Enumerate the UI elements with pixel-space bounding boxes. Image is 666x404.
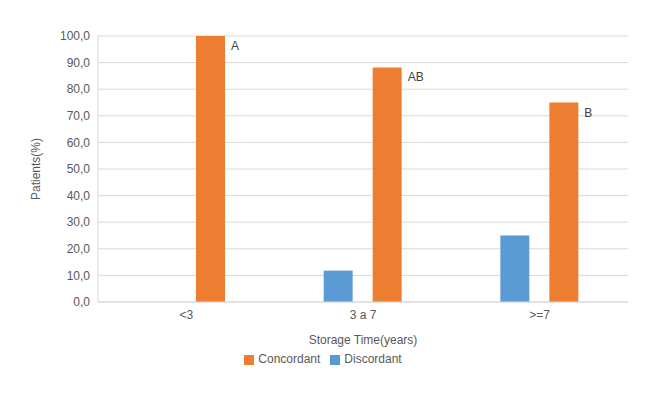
html-text:Discordant: Discordant	[344, 352, 402, 366]
svg-text:0,0: 0,0	[73, 295, 90, 309]
svg-text:50,0: 50,0	[67, 162, 91, 176]
svg-text:40,0: 40,0	[67, 189, 91, 203]
svg-text:>=7: >=7	[529, 308, 550, 322]
svg-text:80,0: 80,0	[67, 82, 91, 96]
svg-text:<3: <3	[179, 308, 193, 322]
svg-text:60,0: 60,0	[67, 136, 91, 150]
svg-text:B: B	[584, 106, 592, 120]
svg-text:Storage Time(years): Storage Time(years)	[309, 333, 418, 347]
svg-text:70,0: 70,0	[67, 109, 91, 123]
svg-text:30,0: 30,0	[67, 215, 91, 229]
svg-text:3 a 7: 3 a 7	[350, 308, 377, 322]
svg-text:90,0: 90,0	[67, 56, 91, 70]
html-text:Concordant: Concordant	[258, 352, 321, 366]
svg-text:AB: AB	[408, 70, 424, 84]
svg-text:Patients(%): Patients(%)	[29, 138, 43, 200]
svg-text:A: A	[231, 39, 239, 53]
svg-text:20,0: 20,0	[67, 242, 91, 256]
svg-text:100,0: 100,0	[60, 29, 90, 43]
svg-text:10,0: 10,0	[67, 269, 91, 283]
